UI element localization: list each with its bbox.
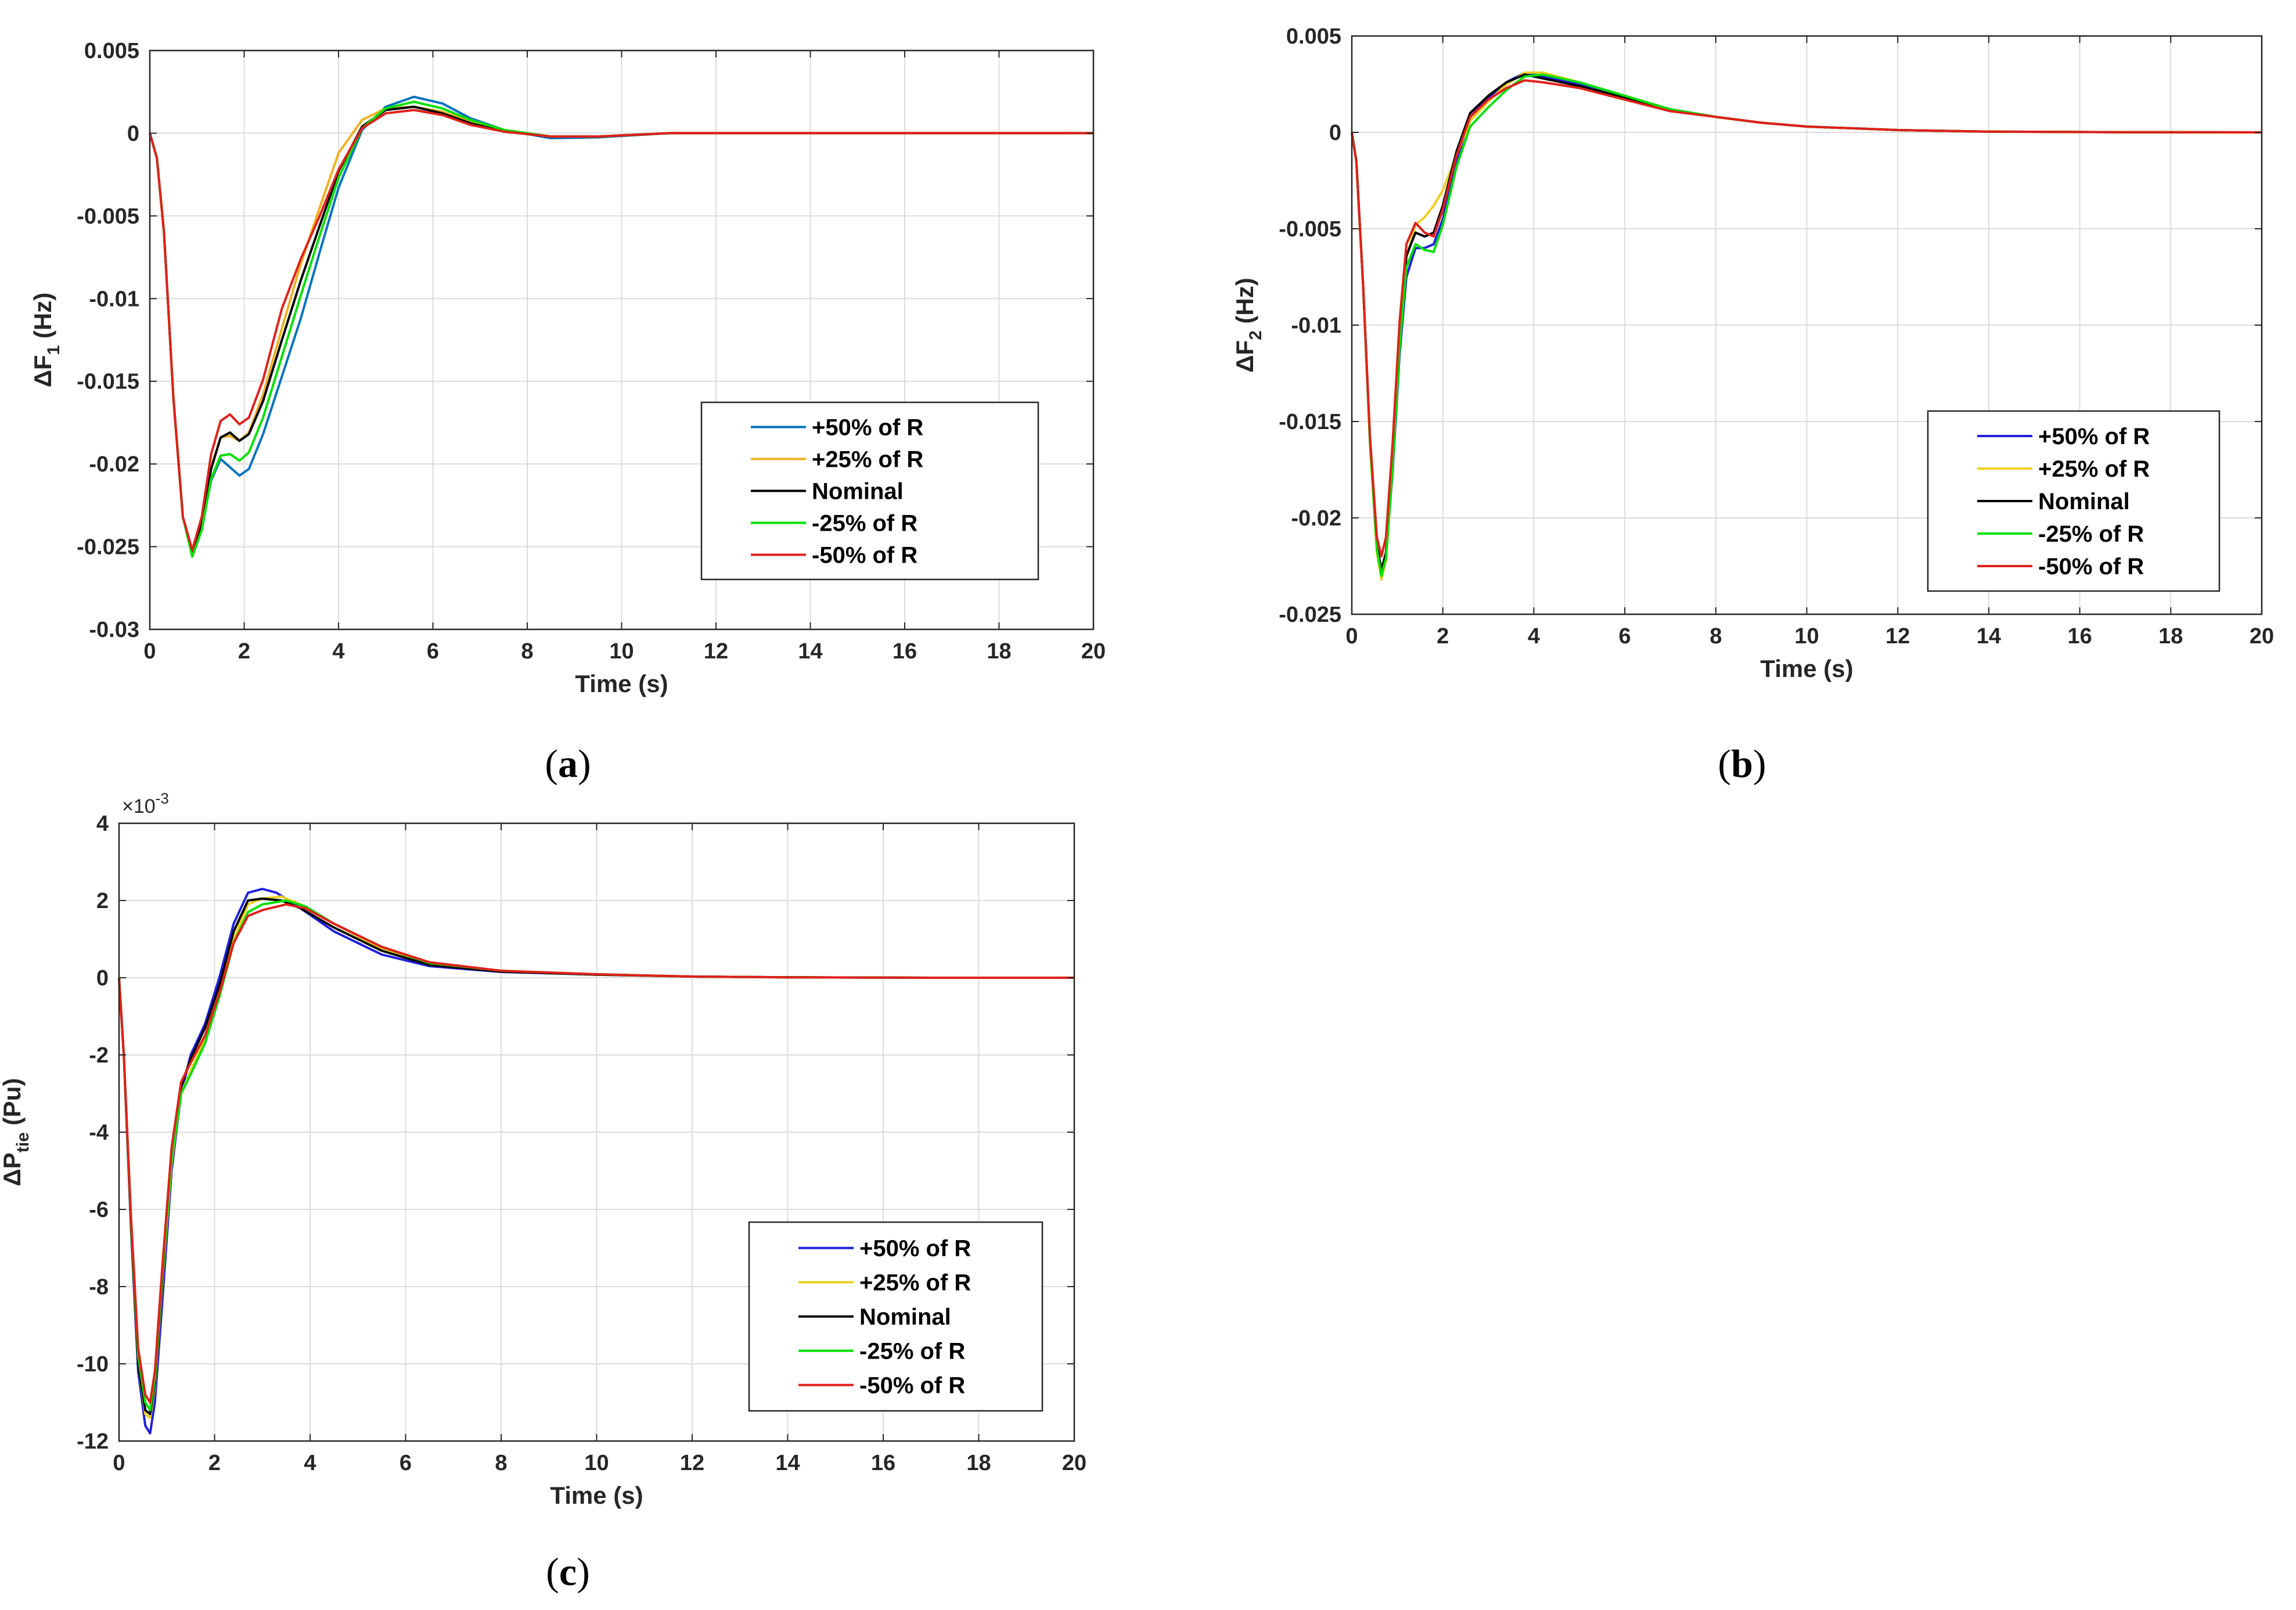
- y-tick-label: -0.01: [1291, 314, 1341, 338]
- panel-caption: (b): [1718, 741, 1766, 786]
- x-tick-label: 10: [609, 639, 634, 664]
- y-exponent-label: ×10-3: [122, 790, 169, 817]
- y-tick-label: -0.015: [77, 370, 139, 394]
- legend-label-3: Nominal: [859, 1305, 951, 1330]
- x-tick-label: 2: [208, 1451, 221, 1475]
- y-tick-label: -0.02: [89, 452, 139, 477]
- legend: +50% of R +25% of R Nominal -25% of R -50% o…: [1927, 410, 2221, 592]
- y-tick-label: -0.025: [1279, 603, 1341, 627]
- legend-label-5: -50% of R: [859, 1373, 965, 1399]
- x-tick-label: 14: [798, 639, 822, 664]
- x-tick-label: 0: [113, 1451, 125, 1475]
- x-tick-label: 2: [1437, 624, 1449, 649]
- panel-caption: (c): [546, 1550, 590, 1594]
- legend-label-4: -25% of R: [2038, 521, 2144, 547]
- y-axis-label: ΔF2 (Hz): [1231, 278, 1265, 373]
- y-tick-label: -0.02: [1291, 506, 1341, 531]
- legend-label-1: +50% of R: [2038, 424, 2150, 449]
- x-tick-label: 4: [304, 1451, 316, 1475]
- y-axis-label: ΔF1 (Hz): [29, 293, 63, 388]
- legend: +50% of R +25% of R Nominal -25% of R -50% o…: [748, 1221, 1043, 1412]
- y-tick-label: -0.005: [77, 204, 139, 229]
- legend-label-2: +25% of R: [2038, 456, 2150, 482]
- y-tick-label: -0.005: [1279, 217, 1341, 242]
- legend-label-2: +25% of R: [812, 447, 923, 473]
- x-tick-label: 6: [427, 639, 439, 664]
- x-tick-label: 20: [1081, 639, 1106, 664]
- legend-label-4: -25% of R: [859, 1339, 965, 1364]
- y-tick-label: 2: [96, 889, 109, 913]
- x-axis-label: Time (s): [550, 1482, 643, 1509]
- x-tick-label: 14: [1977, 624, 2001, 649]
- x-tick-label: 8: [521, 639, 533, 664]
- legend-label-2: +25% of R: [859, 1270, 971, 1296]
- x-tick-label: 6: [1619, 624, 1631, 649]
- y-tick-label: -4: [89, 1121, 109, 1145]
- x-tick-label: 10: [1794, 624, 1819, 649]
- y-tick-label: 0: [127, 121, 139, 146]
- y-axis-label: ΔPtie (Pu): [0, 1078, 33, 1187]
- y-tick-label: -0.025: [77, 535, 139, 560]
- y-tick-label: -6: [89, 1198, 109, 1222]
- x-axis-label: Time (s): [575, 670, 668, 697]
- x-tick-label: 12: [680, 1451, 704, 1475]
- x-tick-label: 12: [704, 639, 728, 664]
- x-tick-label: 4: [1528, 624, 1540, 649]
- x-tick-label: 18: [966, 1451, 991, 1475]
- series-line-5: [1351, 79, 2262, 558]
- x-tick-label: 14: [775, 1451, 800, 1475]
- chart-panel-a: 0 2 4 6 8 10 12 14 16 18 20 0.005 0 -0.005 -0.01 -0.015…: [29, 39, 1106, 786]
- y-tick-label: -0.03: [89, 618, 139, 642]
- legend-label-3: Nominal: [2038, 489, 2130, 514]
- panel-caption: (a): [545, 741, 591, 786]
- chart-panel-c: 0 2 4 6 8 10 12 14 16 18 20420-2-4-6-8-10-12×10-3T…: [0, 790, 1086, 1594]
- x-tick-label: 18: [2158, 624, 2183, 649]
- legend-label-1: +50% of R: [812, 415, 923, 441]
- y-tick-label: 0.005: [84, 39, 139, 63]
- y-tick-label: -10: [77, 1352, 109, 1377]
- x-tick-label: 8: [495, 1451, 507, 1475]
- legend-box: [748, 1221, 1043, 1412]
- y-tick-label: -2: [89, 1043, 109, 1068]
- x-tick-label: 20: [2250, 624, 2274, 649]
- x-tick-label: 16: [2067, 624, 2092, 649]
- x-tick-label: 2: [238, 639, 250, 664]
- x-tick-label: 0: [1345, 624, 1358, 649]
- legend-label-3: Nominal: [812, 479, 904, 505]
- x-tick-label: 12: [1885, 624, 1910, 649]
- y-tick-label: -12: [77, 1429, 109, 1454]
- x-tick-label: 16: [871, 1451, 895, 1475]
- x-tick-label: 18: [987, 639, 1011, 664]
- y-tick-label: 0.005: [1286, 24, 1341, 49]
- y-tick-label: -0.015: [1279, 410, 1341, 434]
- legend-label-5: -50% of R: [812, 543, 917, 568]
- y-tick-label: 4: [96, 812, 109, 836]
- x-tick-label: 0: [143, 639, 156, 664]
- y-tick-label: 0: [1329, 121, 1341, 145]
- x-tick-label: 8: [1710, 624, 1722, 649]
- x-tick-label: 16: [893, 639, 917, 664]
- legend-label-5: -50% of R: [2038, 554, 2144, 579]
- series-line-5: [149, 109, 1093, 552]
- chart-panel-b: 0 2 4 6 8 10 12 14 16 18 20 0.005 0 -0.005 -0.01 -0.015…: [1231, 24, 2274, 786]
- x-tick-label: 4: [332, 639, 344, 664]
- legend-label-4: -25% of R: [812, 511, 917, 536]
- legend: +50% of R +25% of R Nominal -25% of R -50% o…: [700, 401, 1039, 581]
- legend-label-1: +50% of R: [859, 1236, 971, 1262]
- y-tick-label: -8: [89, 1275, 109, 1299]
- x-tick-label: 20: [1062, 1451, 1086, 1475]
- x-axis-label: Time (s): [1760, 655, 1853, 682]
- x-tick-label: 10: [584, 1451, 609, 1475]
- y-tick-label: -0.01: [89, 287, 139, 311]
- y-tick-label: 0: [96, 966, 109, 991]
- x-tick-label: 6: [400, 1451, 412, 1475]
- legend-box: [1927, 410, 2221, 592]
- series-line-5: [118, 903, 1074, 1404]
